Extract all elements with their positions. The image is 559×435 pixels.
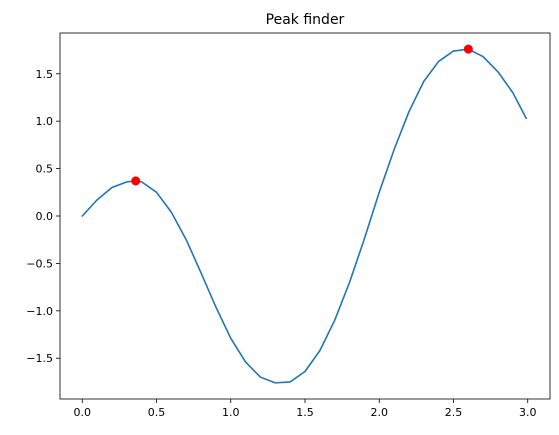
x-tick-label: 3.0 xyxy=(519,406,537,419)
x-tick-label: 0.0 xyxy=(74,406,92,419)
x-tick-label: 2.0 xyxy=(370,406,388,419)
axes-frame xyxy=(59,32,551,400)
x-tick-label: 1.5 xyxy=(296,406,314,419)
y-tick-label: 1.0 xyxy=(36,115,54,128)
chart-title: Peak finder xyxy=(266,12,345,28)
y-tick-label: −1.0 xyxy=(26,305,53,318)
x-tick-label: 1.0 xyxy=(222,406,240,419)
y-tick-label: −0.5 xyxy=(26,257,53,270)
y-tick-label: 0.5 xyxy=(36,163,54,176)
y-tick-label: 0.0 xyxy=(36,210,54,223)
peak-marker xyxy=(463,44,473,54)
y-tick-label: −1.5 xyxy=(26,352,53,365)
x-axis: 0.0 0.5 1.0 1.5 2.0 2.5 3.0 xyxy=(74,399,537,419)
series-line-0 xyxy=(81,48,528,384)
peak-marker xyxy=(131,176,141,186)
plot-area xyxy=(81,44,528,384)
x-tick-label: 0.5 xyxy=(148,406,166,419)
y-axis: −1.5 −1.0 −0.5 0.0 0.5 1.0 1.5 xyxy=(26,68,60,365)
y-tick-label: 1.5 xyxy=(36,68,54,81)
x-tick-label: 2.5 xyxy=(445,406,463,419)
